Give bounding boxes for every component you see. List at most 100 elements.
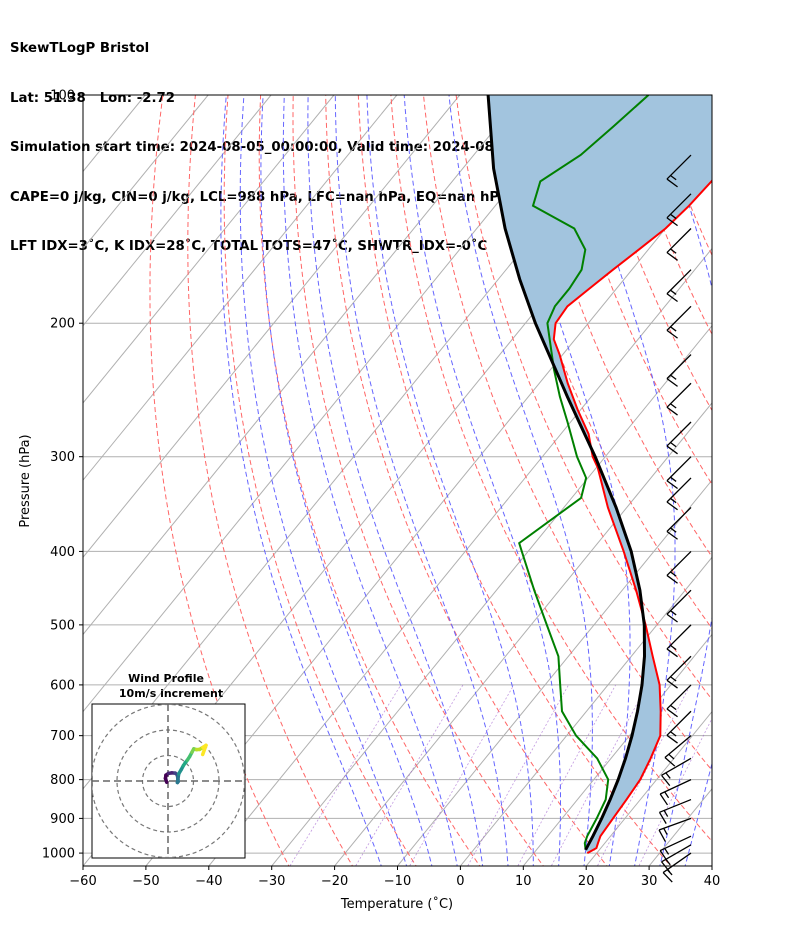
x-tick-label: −40 xyxy=(195,874,222,889)
mixing-ratio-line xyxy=(550,684,648,866)
mixing-ratio-line xyxy=(355,684,464,866)
wind-barb xyxy=(666,382,692,416)
moist-adiabat xyxy=(656,95,712,866)
isotherm-line xyxy=(83,95,335,404)
wind-barb xyxy=(666,550,692,584)
moist-adiabat xyxy=(403,95,561,866)
isotherm-line xyxy=(271,324,712,866)
isotherm-line xyxy=(83,95,586,713)
isotherm-line xyxy=(0,95,82,884)
wind-barb xyxy=(666,269,692,303)
y-tick-label: 600 xyxy=(50,678,75,693)
x-tick-label: −50 xyxy=(132,874,159,889)
isotherm-line xyxy=(83,95,524,636)
x-tick-label: −60 xyxy=(69,874,96,889)
wind-barb xyxy=(666,456,692,490)
dry-adiabat xyxy=(390,95,712,843)
y-tick-label: 200 xyxy=(50,317,75,332)
x-tick-label: 40 xyxy=(704,874,721,889)
wind-barb xyxy=(662,852,692,883)
isotherm-line xyxy=(522,633,712,866)
hodograph-segment xyxy=(200,743,208,757)
x-tick-label: 0 xyxy=(456,874,464,889)
mixing-ratio-line xyxy=(467,684,569,866)
moist-adiabat xyxy=(366,95,534,866)
isotherm-line xyxy=(83,95,209,250)
dry-adiabat xyxy=(187,95,354,866)
y-tick-label: 100 xyxy=(50,89,75,104)
moist-adiabat xyxy=(220,95,382,866)
hodograph xyxy=(91,703,246,859)
isotherm-line xyxy=(83,95,398,481)
y-tick-label: 1000 xyxy=(42,847,75,862)
dry-adiabat xyxy=(585,95,712,412)
mixing-ratio-line xyxy=(409,684,515,866)
wind-barb xyxy=(666,506,692,540)
location-line: Lat: 51.38 Lon: -2.72 xyxy=(10,90,176,106)
y-tick-label: 500 xyxy=(50,618,75,633)
moist-adiabat xyxy=(307,95,484,866)
isotherm-line xyxy=(83,95,272,327)
moist-adiabat xyxy=(503,95,631,866)
axes: −60 −50 −40 −30 −20 −10 0 10 20 30 40 100 200 300 400 5… xyxy=(42,89,720,890)
dry-adiabat xyxy=(782,95,794,869)
parcel-line xyxy=(486,95,647,851)
background-lines xyxy=(0,95,794,884)
wind-barb xyxy=(666,421,692,455)
y-tick-label: 700 xyxy=(50,729,75,744)
moist-adiabat xyxy=(684,761,712,866)
wind-barb xyxy=(666,193,692,227)
x-tick-label: 20 xyxy=(578,874,595,889)
dry-adiabat xyxy=(258,95,481,866)
y-tick-label: 900 xyxy=(50,812,75,827)
dry-adiabat xyxy=(717,95,794,869)
isotherm-line xyxy=(459,556,712,866)
dry-adiabat xyxy=(223,95,417,866)
moist-adiabat xyxy=(570,95,676,866)
wind-barb xyxy=(666,305,692,339)
dry-adiabat xyxy=(520,95,712,558)
isotherm-line xyxy=(208,247,712,866)
x-tick-label: −30 xyxy=(258,874,285,889)
mixing-ratio-line xyxy=(289,684,402,866)
dry-adiabat xyxy=(749,95,794,869)
dry-adiabat xyxy=(455,95,712,701)
x-tick-label: 10 xyxy=(515,874,532,889)
dry-adiabat xyxy=(149,95,290,866)
indices-line-2: LFT IDX=3˚C, K IDX=28˚C, TOTAL TOTS=47˚C… xyxy=(10,239,488,254)
wind-barb xyxy=(664,735,692,767)
x-axis-label: Temperature (˚C) xyxy=(340,896,453,912)
isotherm-line xyxy=(585,710,712,866)
chart-header: SkewTLogP Bristol Lat: 51.38 Lon: -2.72 … xyxy=(10,8,617,272)
wind-barb xyxy=(666,624,692,658)
y-tick-label: 400 xyxy=(50,545,75,560)
mixing-ratio-line xyxy=(596,684,691,866)
isotherm-line xyxy=(83,95,461,559)
mixing-ratio-line xyxy=(517,684,617,866)
temperature-line xyxy=(552,179,712,854)
wind-barb xyxy=(659,835,692,862)
wind-barbs xyxy=(658,154,692,883)
wind-barb xyxy=(661,757,692,787)
wind-barb xyxy=(666,228,692,261)
wind-barb xyxy=(666,655,692,689)
mixing-ratio-line xyxy=(638,717,712,866)
profile-lines xyxy=(486,95,712,854)
indices-line-1: CAPE=0 j/kg, CIN=0 j/kg, LCL=988 hPa, LF… xyxy=(10,189,508,205)
moist-adiabat xyxy=(260,95,433,866)
dry-adiabat xyxy=(488,95,712,630)
y-axis-label: Pressure (hPa) xyxy=(18,434,33,527)
x-tick-label: −20 xyxy=(321,874,348,889)
wind-barb xyxy=(666,589,692,623)
wind-barb xyxy=(659,779,692,806)
dry-adiabat xyxy=(325,95,608,866)
y-tick-label: 300 xyxy=(50,450,75,465)
dry-adiabat xyxy=(292,95,545,866)
wind-barb xyxy=(666,684,692,718)
hodograph-subtitle: 10m/s increment xyxy=(119,687,223,700)
dry-adiabat xyxy=(423,95,712,772)
y-tick-label: 800 xyxy=(50,773,75,788)
wind-barb xyxy=(666,154,692,188)
hodograph-title: Wind Profile xyxy=(128,672,204,685)
